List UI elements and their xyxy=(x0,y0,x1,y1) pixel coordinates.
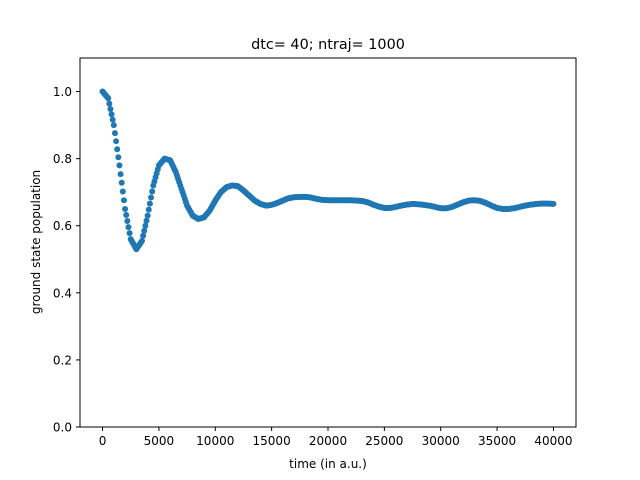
data-point xyxy=(119,188,126,195)
data-point xyxy=(145,206,152,213)
data-point xyxy=(140,232,147,239)
x-axis-label: time (in a.u.) xyxy=(289,457,367,471)
data-point xyxy=(117,171,124,178)
data-point xyxy=(124,218,131,225)
data-point xyxy=(109,116,116,123)
data-point xyxy=(141,227,148,234)
data-point xyxy=(105,95,112,102)
y-tick-label: 0.0 xyxy=(53,421,72,435)
x-tick-label: 40000 xyxy=(534,434,572,448)
y-tick-label: 0.8 xyxy=(53,152,72,166)
data-point xyxy=(125,224,132,231)
data-point xyxy=(114,146,121,153)
data-point xyxy=(148,194,155,201)
x-tick-label: 30000 xyxy=(422,434,460,448)
data-point xyxy=(126,230,133,237)
data-point xyxy=(118,179,125,186)
data-point xyxy=(108,111,115,118)
plot-area: 0 5000 10000 15000 20000 25000 30000 35000 40000… xyxy=(53,57,577,448)
data-point xyxy=(110,122,117,129)
data-point xyxy=(144,212,151,219)
data-point xyxy=(116,162,123,169)
data-point xyxy=(113,138,120,145)
series-points xyxy=(99,88,557,253)
x-tick-label: 0 xyxy=(99,434,107,448)
y-tick-label: 0.6 xyxy=(53,219,72,233)
data-point xyxy=(106,100,113,107)
y-tick-label: 1.0 xyxy=(53,85,72,99)
data-point xyxy=(550,200,557,207)
data-point xyxy=(123,211,130,218)
data-point xyxy=(146,200,153,207)
data-point xyxy=(143,217,150,224)
x-tick-label: 15000 xyxy=(253,434,291,448)
y-tick-label: 0.2 xyxy=(53,353,72,367)
chart-title: dtc= 40; ntraj= 1000 xyxy=(251,37,405,53)
x-tick-label: 20000 xyxy=(309,434,347,448)
data-point xyxy=(142,222,149,229)
x-tick-label: 25000 xyxy=(365,434,403,448)
x-tick-label: 35000 xyxy=(478,434,516,448)
y-axis-label: ground state population xyxy=(29,170,43,314)
y-tick-label: 0.4 xyxy=(53,286,72,300)
data-point xyxy=(139,237,145,244)
data-point xyxy=(149,188,156,195)
data-point xyxy=(111,130,118,137)
x-tick-label: 10000 xyxy=(196,434,234,448)
x-tick-label: 5000 xyxy=(144,434,175,448)
data-point xyxy=(120,197,127,204)
data-point xyxy=(115,154,122,161)
data-point xyxy=(122,205,129,212)
data-point xyxy=(107,105,114,112)
